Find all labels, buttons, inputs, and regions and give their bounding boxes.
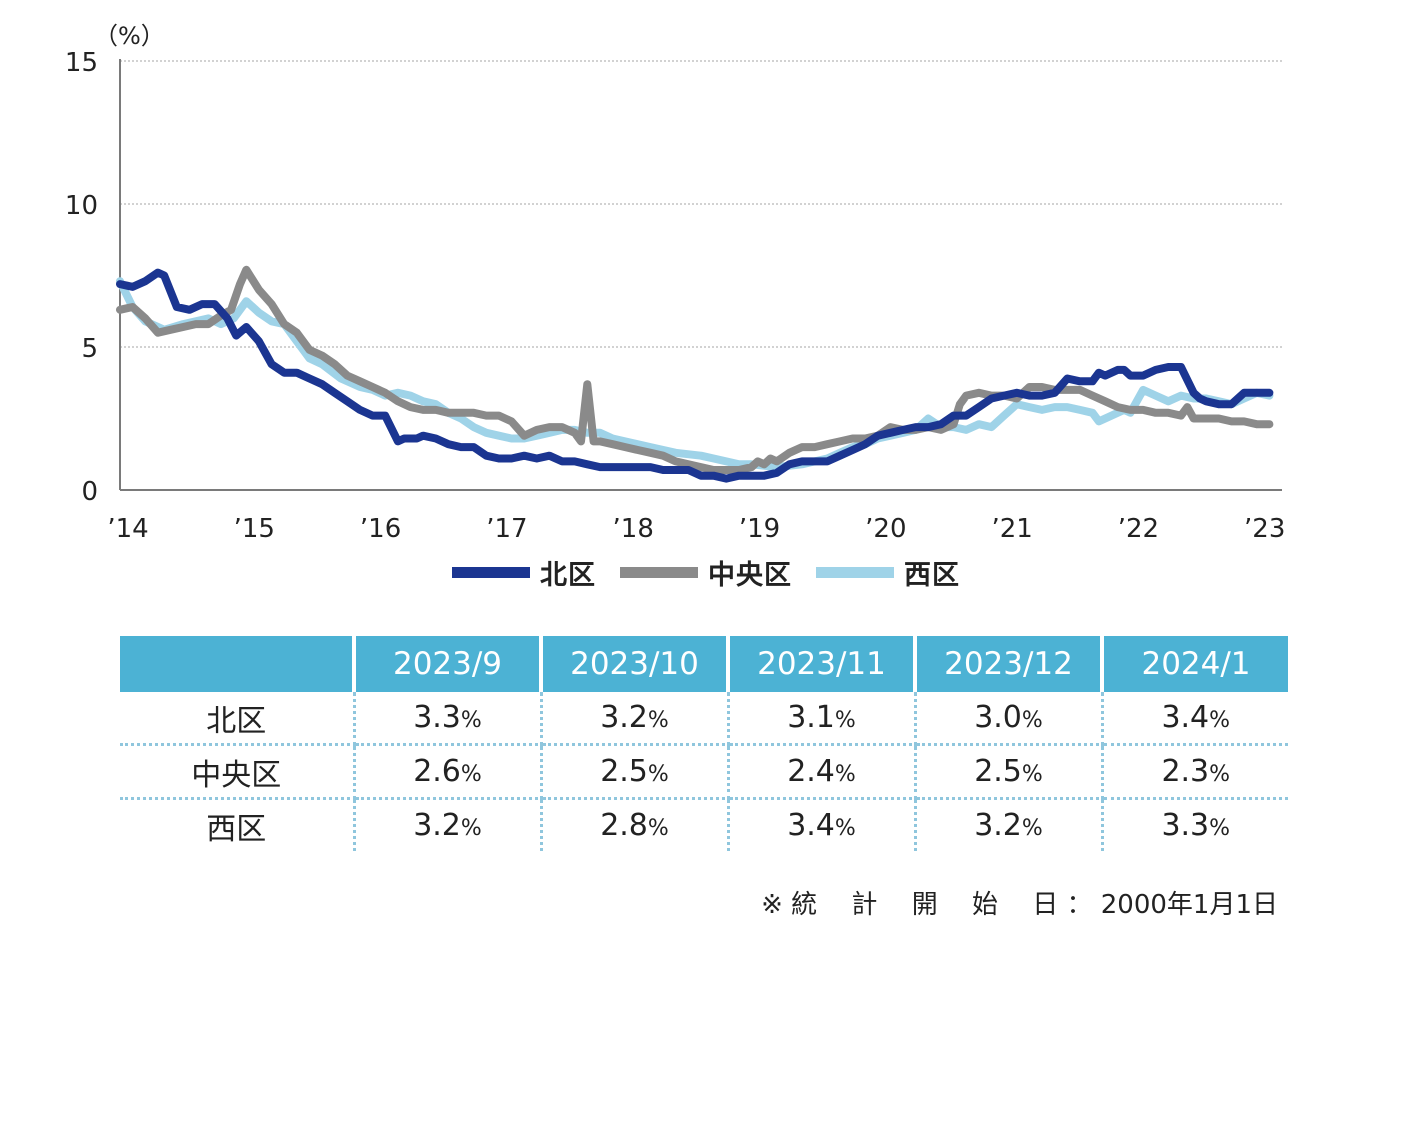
pct-unit: %	[834, 816, 856, 841]
legend-swatch-nishi	[816, 566, 894, 578]
series-line	[116, 265, 1274, 474]
table-cell: 3.4%	[728, 798, 917, 851]
x-tick-label: ’16	[360, 514, 401, 544]
vacancy-rate-table: 2023/9 2023/10 2023/11 2023/12 2024/1 北区…	[120, 636, 1288, 851]
pct-unit: %	[460, 762, 482, 787]
table-header-cell: 2023/12	[915, 636, 1104, 692]
pct-unit: %	[1209, 708, 1231, 733]
row-label: 中央区	[120, 744, 356, 800]
y-tick-label: 10	[65, 191, 98, 221]
y-tick-label: 5	[81, 334, 98, 364]
pct-unit: %	[1209, 762, 1231, 787]
table-cell: 3.3%	[354, 692, 543, 746]
table-cell: 2.3%	[1102, 744, 1288, 800]
x-tick-label: ’20	[865, 514, 906, 544]
legend-label-chuo: 中央区	[708, 559, 792, 591]
table-cell: 3.3%	[1102, 799, 1288, 852]
cell-value: 3.2	[600, 700, 648, 735]
table-cell: 2.8%	[541, 798, 730, 851]
y-unit-label: （%）	[94, 22, 165, 50]
series-layer	[116, 265, 1274, 483]
cell-value: 2.4	[787, 754, 835, 789]
series-line	[116, 277, 1274, 472]
axes	[119, 59, 1282, 491]
cell-value: 3.2	[413, 808, 461, 843]
pct-unit: %	[460, 708, 482, 733]
table-row: 北区 3.3% 3.2% 3.1% 3.0% 3.4%	[120, 692, 1288, 746]
legend-swatch-kita	[452, 566, 530, 578]
table-row: 中央区 2.6% 2.5% 2.4% 2.5% 2.3%	[120, 744, 1288, 800]
cell-value: 2.6	[413, 754, 461, 789]
table-cell: 3.0%	[915, 692, 1104, 746]
table-cell: 3.4%	[1102, 692, 1288, 746]
row-label: 北区	[120, 692, 356, 746]
pct-unit: %	[1021, 816, 1043, 841]
table-cell: 2.6%	[354, 744, 543, 800]
pct-unit: %	[647, 762, 669, 787]
x-tick-label: ’19	[739, 514, 780, 544]
pct-unit: %	[647, 708, 669, 733]
pct-unit: %	[460, 816, 482, 841]
legend-item-chuo: 中央区	[620, 553, 792, 592]
pct-unit: %	[647, 816, 669, 841]
cell-value: 3.2	[974, 808, 1022, 843]
row-label: 西区	[120, 798, 356, 851]
cell-value: 3.1	[787, 700, 835, 735]
legend-item-nishi: 西区	[816, 553, 960, 592]
series-line	[116, 268, 1274, 483]
table-header-cell: 2024/1	[1102, 636, 1288, 692]
legend: 北区 中央区 西区	[0, 552, 1412, 592]
x-tick-label: ’23	[1244, 514, 1285, 544]
pct-unit: %	[1209, 816, 1231, 841]
table-cell: 3.2%	[915, 798, 1104, 851]
x-tick-label: ’14	[107, 514, 148, 544]
legend-label-nishi: 西区	[904, 559, 960, 591]
legend-label-kita: 北区	[540, 559, 596, 591]
table-header-cell: 2023/9	[354, 636, 543, 692]
legend-item-kita: 北区	[452, 553, 596, 592]
axis-labels: 0 5 10 15（%） ’14 ’15 ’16 ’17 ’18 ’19 ’20 ’21 ’22 ’23	[65, 22, 1286, 544]
y-tick-label: 0	[81, 477, 98, 507]
table-header-cell: 2023/10	[541, 636, 730, 692]
table-cell: 3.2%	[541, 692, 730, 746]
table-cell: 2.4%	[728, 744, 917, 800]
cell-value: 2.5	[974, 754, 1022, 789]
x-tick-label: ’22	[1118, 514, 1159, 544]
table-row: 西区 3.2% 2.8% 3.4% 3.2% 3.3%	[120, 798, 1288, 852]
legend-swatch-chuo	[620, 566, 698, 578]
table-cell: 2.5%	[915, 744, 1104, 800]
pct-unit: %	[1021, 762, 1043, 787]
pct-unit: %	[834, 762, 856, 787]
x-tick-label: ’15	[234, 514, 275, 544]
table-header-cell	[120, 636, 356, 692]
x-tick-label: ’17	[486, 514, 527, 544]
table-cell: 3.2%	[354, 798, 543, 851]
statistics-start-note: ※ 統 計 開 始 日 ： 2000年1月1日	[761, 890, 1278, 920]
x-tick-label: ’18	[613, 514, 654, 544]
y-tick-label: 15	[65, 48, 98, 78]
cell-value: 2.8	[600, 808, 648, 843]
x-tick-label: ’21	[991, 514, 1032, 544]
cell-value: 3.0	[974, 700, 1022, 735]
pct-unit: %	[1021, 708, 1043, 733]
cell-value: 3.4	[787, 808, 835, 843]
table-header-row: 2023/9 2023/10 2023/11 2023/12 2024/1	[120, 636, 1288, 692]
cell-value: 2.5	[600, 754, 648, 789]
pct-unit: %	[834, 708, 856, 733]
cell-value: 3.3	[1161, 808, 1210, 843]
cell-value: 2.3	[1161, 754, 1210, 789]
table-cell: 2.5%	[541, 744, 730, 800]
table-cell: 3.1%	[728, 692, 917, 746]
cell-value: 3.3	[413, 700, 461, 735]
table-header-cell: 2023/11	[728, 636, 917, 692]
cell-value: 3.4	[1161, 700, 1210, 735]
line-chart: 0 5 10 15（%） ’14 ’15 ’16 ’17 ’18 ’19 ’20 ’21 ’22 ’23	[65, 22, 1286, 544]
grid-lines	[120, 60, 1282, 348]
